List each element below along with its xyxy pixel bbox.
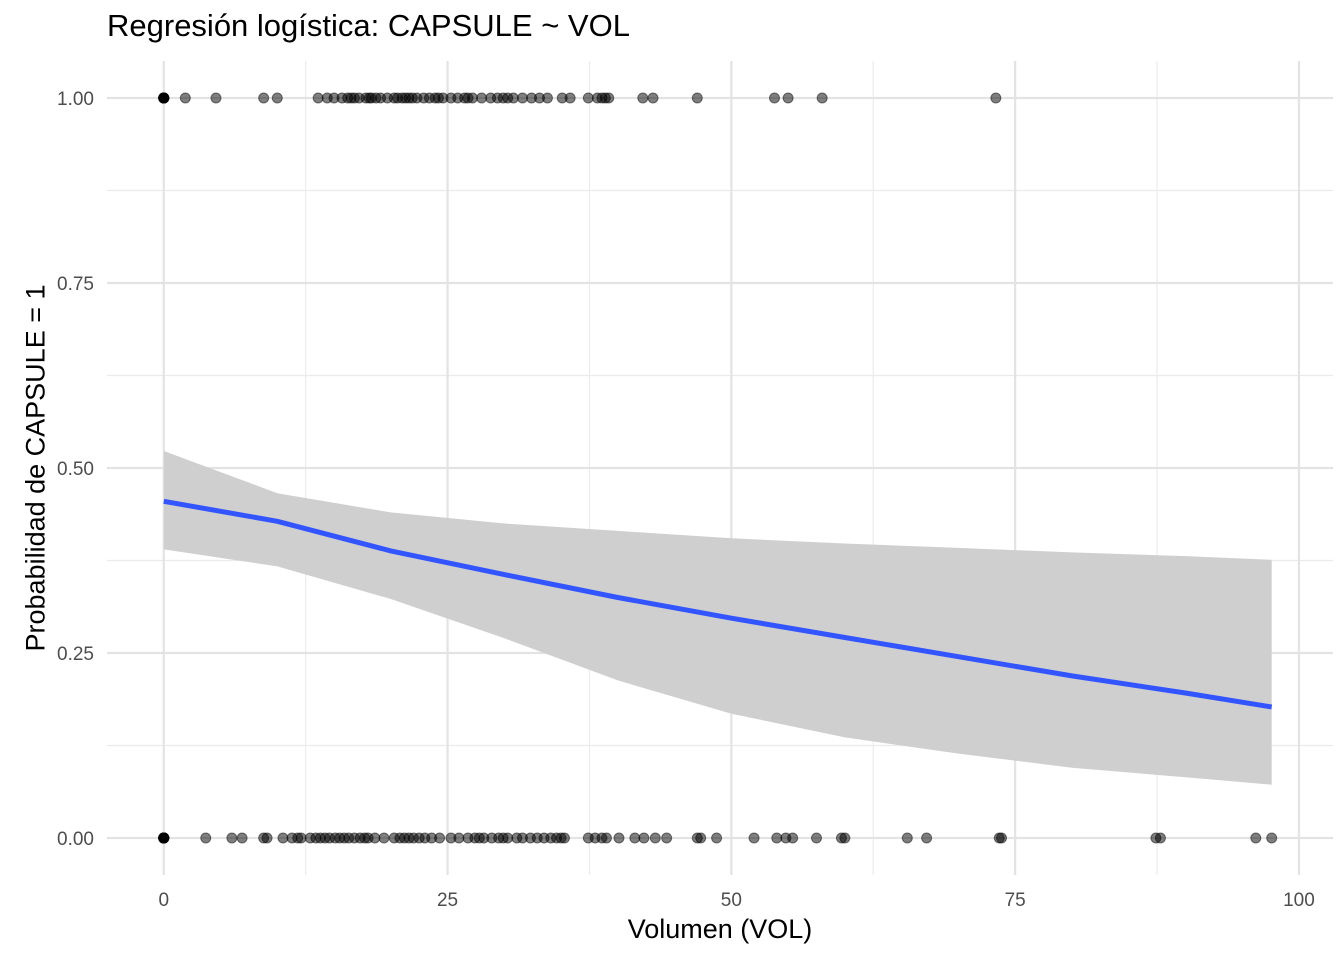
data-point (1154, 832, 1166, 844)
data-point (558, 832, 570, 844)
data-point (637, 92, 649, 104)
data-point (541, 92, 553, 104)
data-point (661, 832, 673, 844)
data-point (453, 832, 465, 844)
data-point (787, 832, 799, 844)
data-point (312, 92, 324, 104)
data-point (990, 92, 1002, 104)
data-point (901, 832, 913, 844)
x-tick-label: 0 (158, 890, 169, 911)
data-point (629, 832, 641, 844)
data-point (582, 92, 594, 104)
x-axis-label: Volumen (VOL) (627, 914, 813, 944)
data-point (258, 92, 270, 104)
data-point (476, 92, 488, 104)
data-point (839, 832, 851, 844)
data-points (158, 92, 1278, 844)
data-point (603, 92, 615, 104)
data-point (638, 832, 650, 844)
data-point (691, 92, 703, 104)
data-point (236, 832, 248, 844)
data-point (277, 832, 289, 844)
x-tick-label: 75 (1005, 890, 1026, 911)
x-tick-labels: 0 25 50 75 100 (158, 890, 1314, 911)
data-point (261, 832, 273, 844)
data-point (434, 832, 446, 844)
data-point (158, 832, 170, 844)
data-point (647, 92, 659, 104)
fit-line (163, 498, 1273, 710)
data-point (200, 832, 212, 844)
y-tick-label: 0.50 (57, 459, 94, 480)
data-point (516, 92, 528, 104)
x-tick-label: 25 (437, 890, 458, 911)
data-point (378, 832, 390, 844)
y-tick-label: 0.00 (57, 829, 94, 850)
fitted-curve (163, 498, 1273, 710)
data-point (179, 92, 191, 104)
data-point (613, 832, 625, 844)
data-point (748, 832, 760, 844)
data-point (711, 832, 723, 844)
data-point (782, 92, 794, 104)
data-point (810, 832, 822, 844)
data-point (771, 832, 783, 844)
y-tick-label: 0.25 (57, 644, 94, 665)
data-point (467, 92, 479, 104)
y-tick-label: 1.00 (57, 89, 94, 110)
data-point (502, 832, 514, 844)
data-point (816, 92, 828, 104)
data-point (768, 92, 780, 104)
data-point (996, 832, 1008, 844)
data-point (158, 92, 170, 104)
data-point (600, 832, 612, 844)
data-point (507, 92, 519, 104)
data-point (695, 832, 707, 844)
data-point (369, 832, 381, 844)
data-point (226, 832, 238, 844)
major-grid (107, 61, 1333, 875)
data-point (295, 832, 307, 844)
data-point (649, 832, 661, 844)
y-tick-label: 0.75 (57, 274, 94, 295)
data-point (210, 92, 222, 104)
y-tick-labels: 0.00 0.25 0.50 0.75 1.00 (57, 89, 94, 850)
chart-title: Regresión logística: CAPSULE ~ VOL (107, 8, 630, 43)
x-tick-label: 50 (721, 890, 742, 911)
data-point (271, 92, 283, 104)
data-point (1266, 832, 1278, 844)
data-point (564, 92, 576, 104)
data-point (921, 832, 933, 844)
data-point (1250, 832, 1262, 844)
x-tick-label: 100 (1283, 890, 1315, 911)
